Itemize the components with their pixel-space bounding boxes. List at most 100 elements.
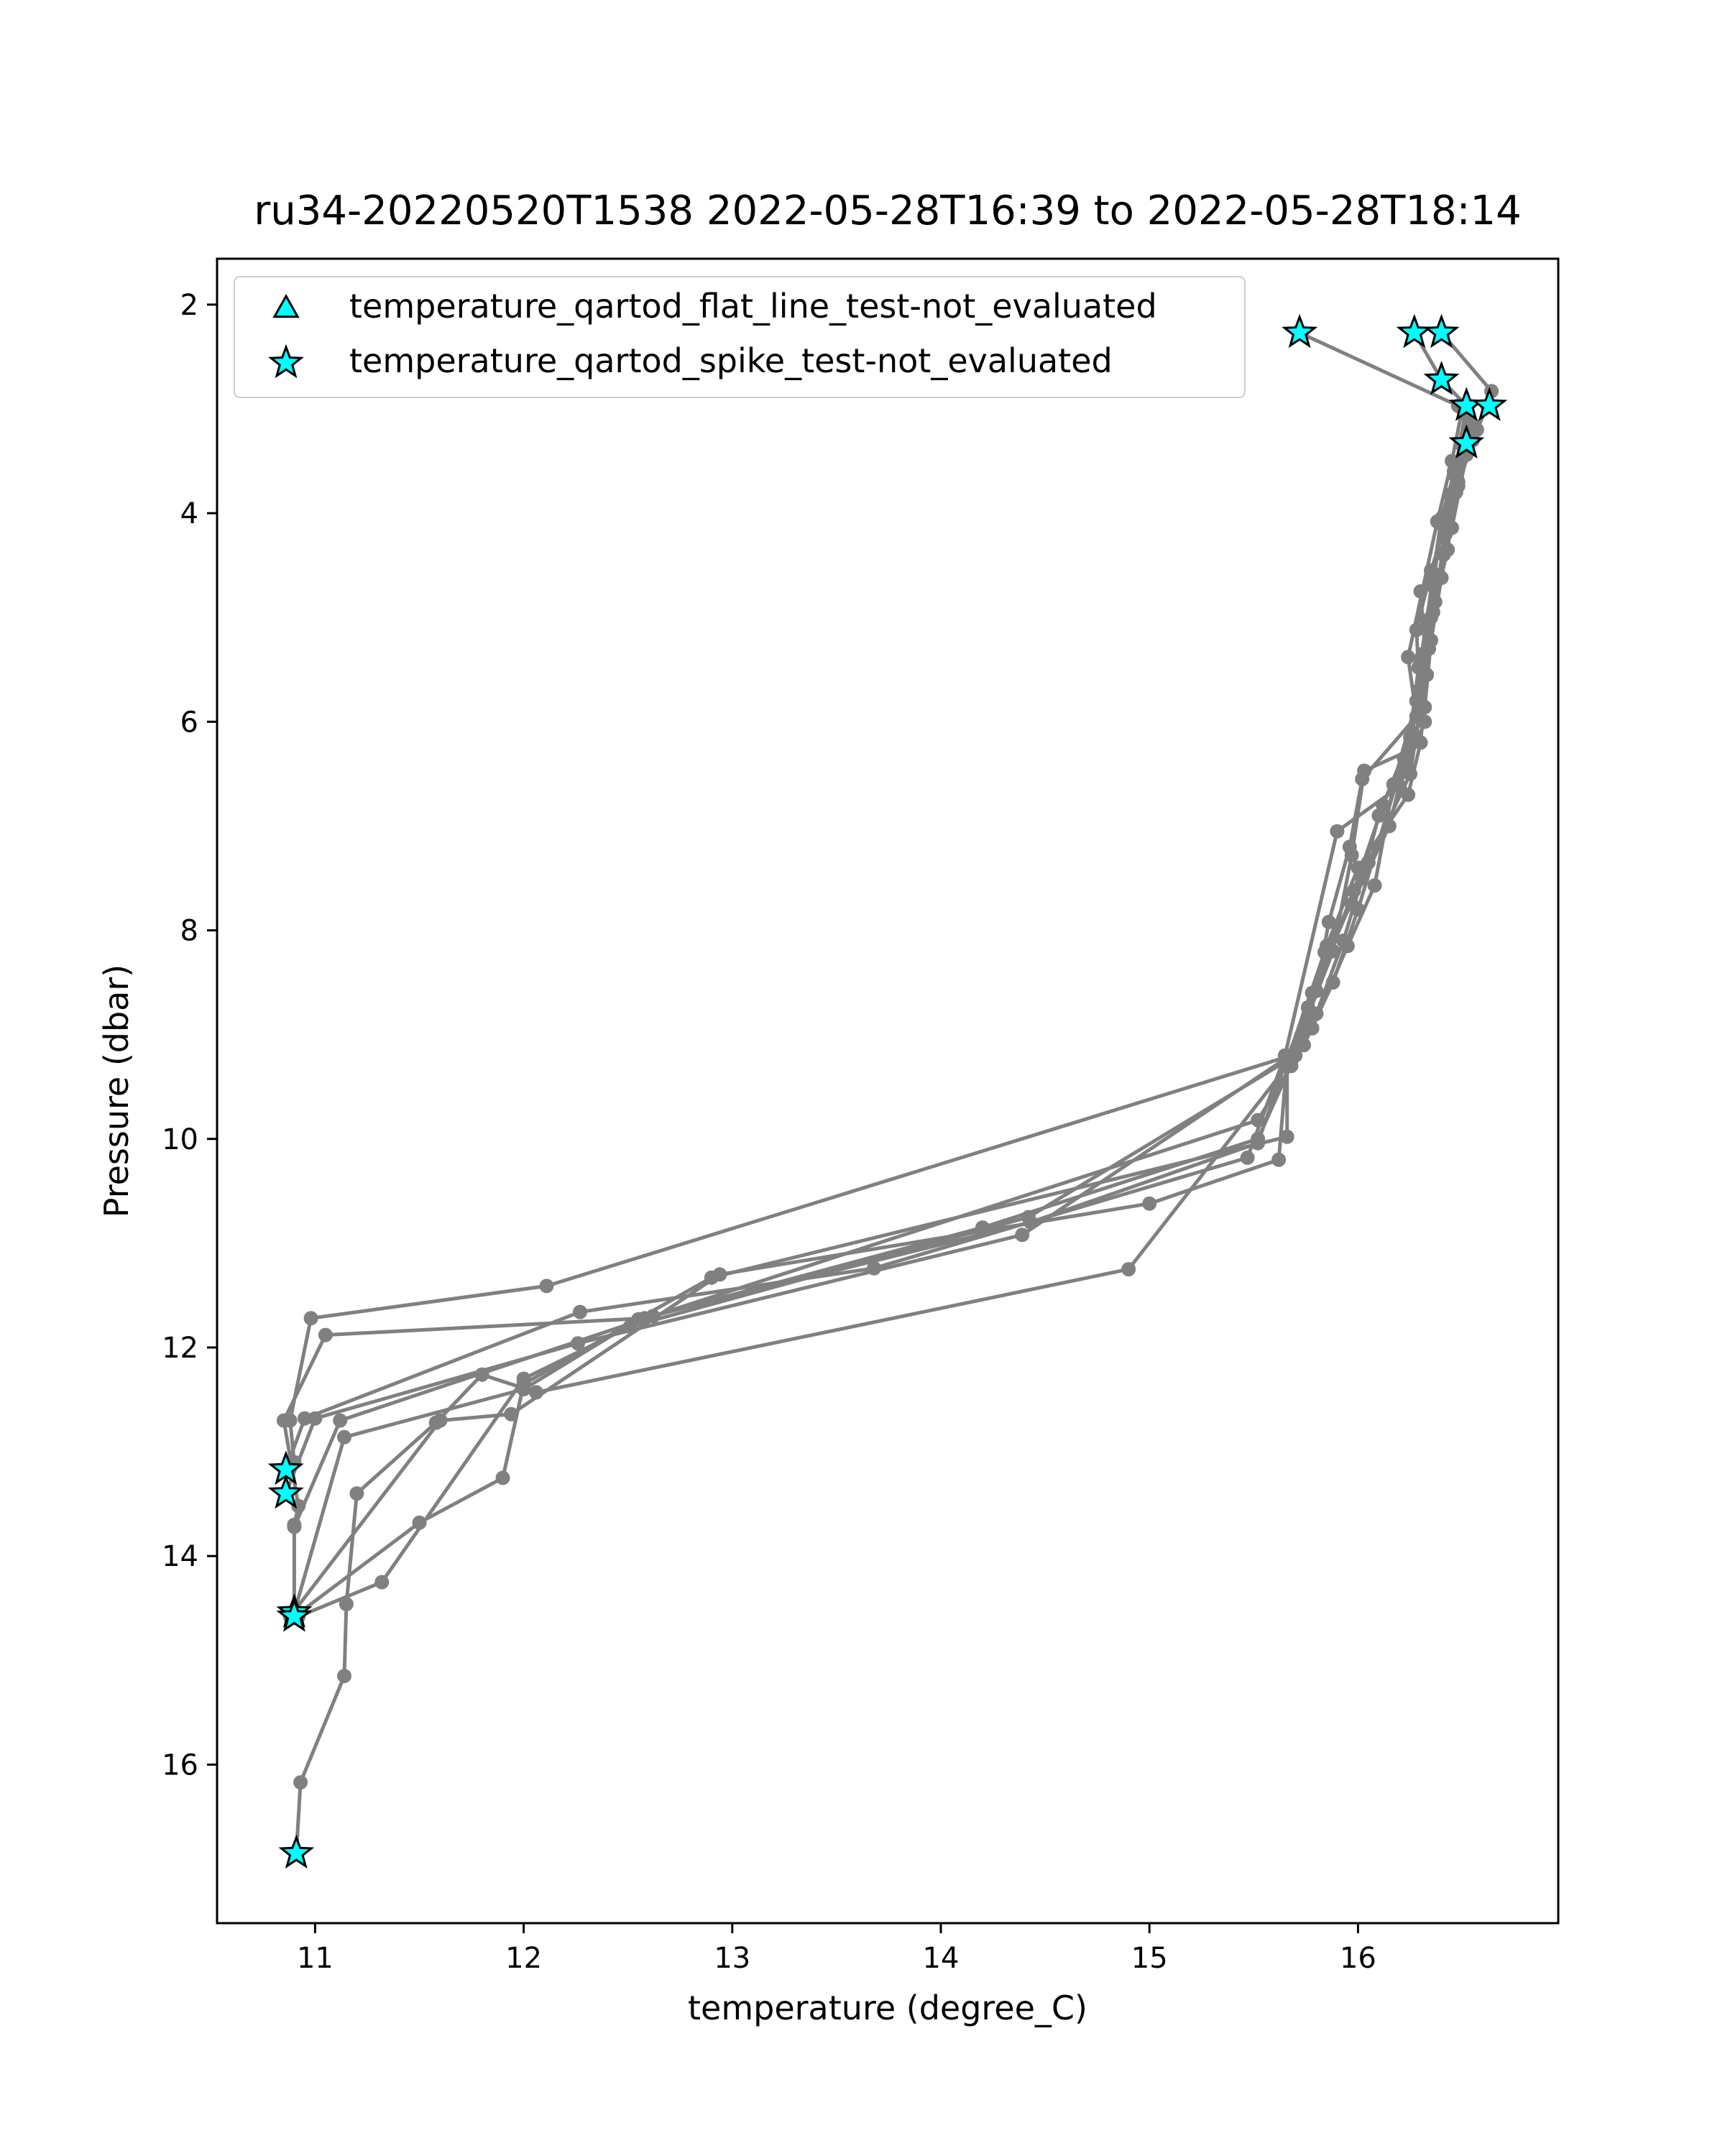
y-tick-label: 6 bbox=[180, 706, 198, 739]
data-point bbox=[297, 1411, 312, 1426]
y-tick-label: 12 bbox=[162, 1332, 198, 1365]
legend-marker-triangle bbox=[272, 293, 300, 318]
data-point bbox=[374, 1575, 390, 1590]
x-tick-label: 14 bbox=[923, 1942, 960, 1975]
data-point bbox=[1448, 485, 1463, 500]
data-point bbox=[333, 1413, 348, 1428]
series-line bbox=[298, 445, 1464, 1618]
series-line bbox=[292, 408, 1464, 1613]
spike-test-marker bbox=[1423, 360, 1460, 395]
x-tick-label: 16 bbox=[1340, 1942, 1376, 1975]
data-point bbox=[1021, 1210, 1036, 1225]
data-point bbox=[337, 1429, 351, 1445]
data-point bbox=[339, 1597, 354, 1611]
data-point bbox=[1367, 878, 1382, 893]
data-point bbox=[287, 1517, 302, 1532]
marker-layer bbox=[267, 313, 1508, 1869]
data-point bbox=[1325, 975, 1340, 990]
data-point bbox=[1351, 860, 1366, 875]
data-point bbox=[1434, 516, 1449, 531]
series-line bbox=[294, 424, 1475, 1853]
star-icon bbox=[268, 344, 304, 379]
data-point bbox=[1121, 1262, 1136, 1277]
triangle-icon bbox=[272, 293, 300, 318]
series-6 bbox=[278, 407, 1474, 1478]
series-3 bbox=[278, 326, 1499, 1501]
spike-test-marker bbox=[276, 1598, 313, 1632]
x-tick-label: 11 bbox=[297, 1942, 334, 1975]
spike-test-marker bbox=[1282, 313, 1318, 349]
data-point bbox=[1351, 902, 1366, 917]
x-tick-label: 15 bbox=[1131, 1942, 1168, 1975]
data-point bbox=[1411, 683, 1426, 698]
series-1 bbox=[287, 326, 1480, 1624]
data-point bbox=[573, 1304, 587, 1319]
data-point bbox=[516, 1371, 531, 1386]
data-point bbox=[474, 1367, 489, 1382]
x-tick-label: 12 bbox=[505, 1942, 542, 1975]
y-tick-label: 4 bbox=[180, 497, 198, 530]
data-point bbox=[276, 1413, 291, 1428]
data-point bbox=[337, 1669, 351, 1684]
data-point bbox=[1142, 1196, 1157, 1211]
y-tick-label: 2 bbox=[180, 289, 198, 322]
data-point bbox=[1279, 1129, 1294, 1144]
data-point bbox=[1319, 939, 1334, 954]
data-point bbox=[1279, 1053, 1294, 1068]
spike-test-marker bbox=[1448, 424, 1485, 459]
legend-frame bbox=[234, 276, 1246, 398]
x-axis: 11 12 13 14 15 16 bbox=[297, 1923, 1376, 1975]
series-line bbox=[285, 413, 1468, 1472]
plot-frame bbox=[216, 257, 1560, 1925]
series-10 bbox=[291, 438, 1470, 1624]
y-axis: 2 4 6 8 10 12 14 16 bbox=[162, 289, 217, 1782]
y-axis-label: Pressure (dbar) bbox=[97, 964, 136, 1217]
spike-test-marker bbox=[278, 1834, 315, 1869]
x-tick-label: 13 bbox=[714, 1942, 750, 1975]
spike-test-marker bbox=[1396, 313, 1432, 349]
series-line bbox=[292, 331, 1475, 1617]
data-point bbox=[529, 1385, 543, 1400]
data-point bbox=[1401, 650, 1416, 665]
data-point bbox=[1424, 610, 1438, 625]
data-point bbox=[303, 1311, 318, 1326]
data-point bbox=[571, 1336, 585, 1351]
data-point bbox=[622, 1319, 638, 1334]
data-point bbox=[428, 1415, 443, 1430]
data-point bbox=[495, 1470, 510, 1485]
series-5 bbox=[287, 402, 1470, 1620]
spike-test-marker bbox=[1471, 387, 1508, 421]
chart-title: ru34-20220520T1538 2022-05-28T16:39 to 2… bbox=[254, 188, 1521, 234]
spike-test-marker bbox=[1423, 313, 1460, 349]
legend-entry-spike: temperature_qartod_spike_test-not_evalua… bbox=[349, 341, 1113, 380]
data-point bbox=[1015, 1227, 1030, 1243]
legend-entry-flat-line: temperature_qartod_flat_line_test-not_ev… bbox=[349, 287, 1157, 326]
data-point bbox=[1413, 735, 1428, 750]
x-axis-label: temperature (degree_C) bbox=[688, 1989, 1087, 2027]
data-point bbox=[318, 1327, 333, 1342]
data-point bbox=[539, 1279, 554, 1294]
data-point bbox=[1401, 787, 1416, 802]
data-point bbox=[1436, 548, 1451, 563]
data-point bbox=[1371, 808, 1386, 823]
data-point bbox=[308, 1411, 323, 1426]
data-point bbox=[1344, 848, 1359, 862]
data-point bbox=[1397, 751, 1412, 766]
series-layer bbox=[276, 326, 1499, 1861]
legend-marker-star bbox=[268, 344, 304, 379]
y-tick-label: 14 bbox=[162, 1540, 198, 1573]
series-2 bbox=[278, 326, 1474, 1477]
y-tick-label: 8 bbox=[180, 915, 198, 948]
y-tick-label: 16 bbox=[162, 1749, 198, 1782]
data-point bbox=[1330, 824, 1345, 839]
y-tick-label: 10 bbox=[162, 1123, 198, 1156]
data-point bbox=[349, 1486, 364, 1501]
data-point bbox=[293, 1775, 308, 1790]
data-point bbox=[1357, 763, 1372, 778]
data-point bbox=[1271, 1152, 1287, 1167]
series-9 bbox=[287, 428, 1474, 1624]
data-point bbox=[704, 1270, 719, 1285]
legend: temperature_qartod_flat_line_test-not_ev… bbox=[234, 276, 1246, 398]
data-point bbox=[1240, 1150, 1255, 1165]
